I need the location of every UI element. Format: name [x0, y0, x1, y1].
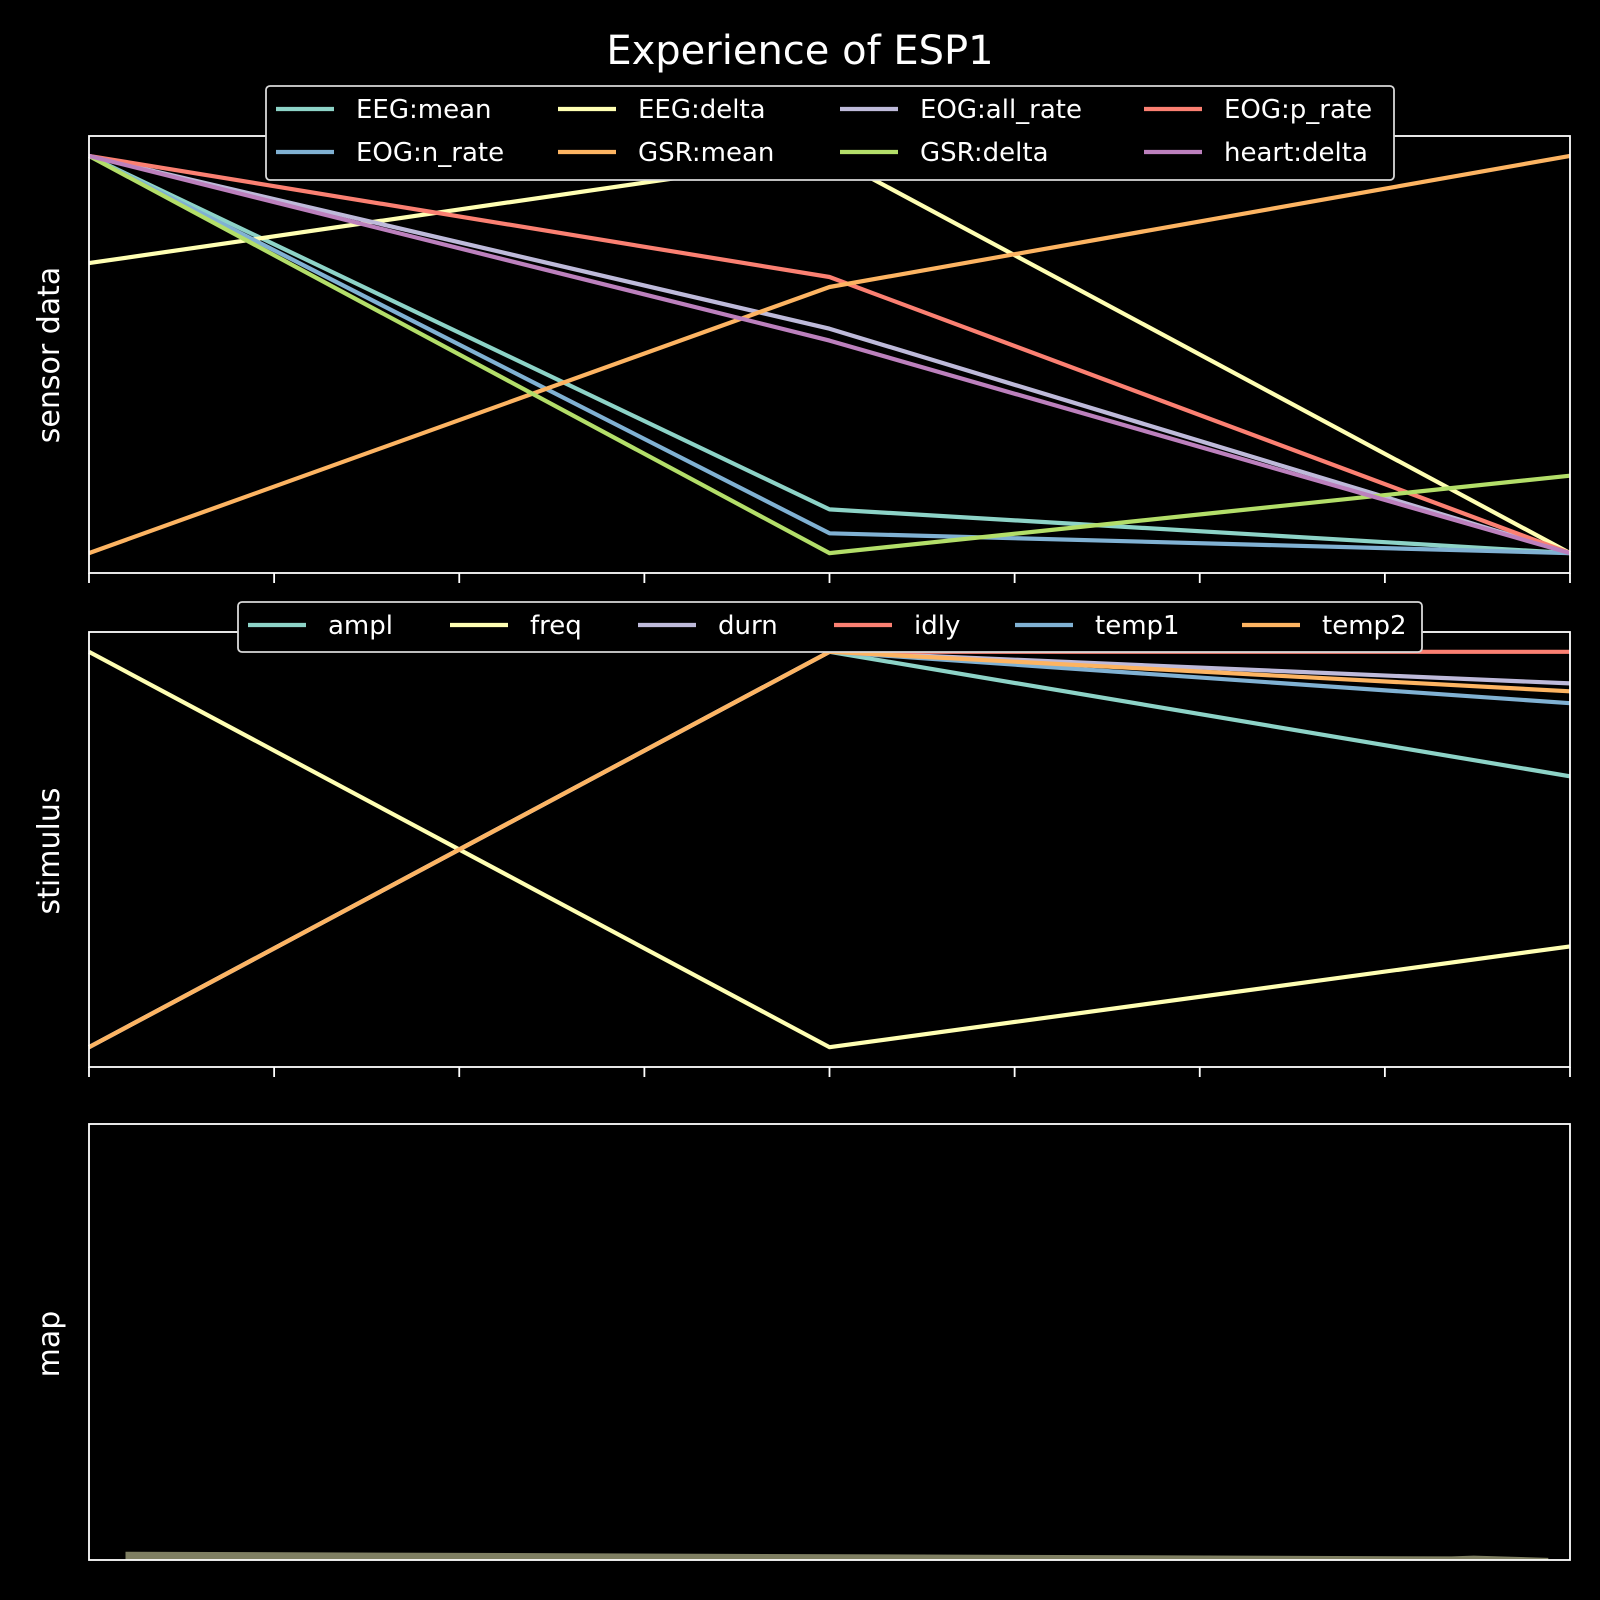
stimulus-x-ticks [88, 1067, 1571, 1077]
sensor-data-legend: EEG:mean EEG:delta EOG:all_rate EOG:p_rate E… [265, 85, 1395, 181]
stimulus-series-freq [88, 649, 1571, 1050]
sensor-data-legend-label-eeg-mean: EEG:mean [356, 95, 492, 125]
sensor-data-series-gsr-mean [88, 153, 1571, 556]
sensor-data-legend-label-eog-all-rate: EOG:all_rate [920, 95, 1082, 125]
stimulus-legend-box [237, 601, 1423, 653]
sensor-data-legend-label-eog-n-rate: EOG:n_rate [356, 138, 504, 168]
sensor-data-panel: sensor data EEG:mean EEG:delta EOG:all_rat… [32, 85, 1571, 583]
sensor-data-series-gsr-delta [88, 154, 1571, 556]
sensor-data-series-eog-all-rate [88, 153, 1571, 556]
sensor-data-legend-box [265, 85, 1395, 181]
sensor-data-legend-label-heart-delta: heart:delta [1224, 138, 1368, 168]
stimulus-legend-label-temp1: temp1 [1095, 611, 1180, 641]
stimulus-legend-label-freq: freq [530, 611, 582, 641]
sensor-data-series-eog-p-rate [88, 153, 1571, 556]
sensor-data-series-eog-n-rate [88, 154, 1571, 556]
sensor-data-legend-label-eog-p-rate: EOG:p_rate [1224, 95, 1372, 125]
sensor-data-series-heart-delta [88, 153, 1571, 556]
stimulus-legend-label-temp2: temp2 [1322, 611, 1407, 641]
sensor-data-series-eeg-mean [88, 154, 1571, 556]
stimulus-legend-label-durn: durn [718, 611, 778, 641]
sensor-data-legend-label-eeg-delta: EEG:delta [638, 95, 766, 125]
sensor-data-series-group [88, 153, 1571, 556]
chart-title: Experience of ESP1 [606, 28, 993, 74]
stimulus-axis-label: stimulus [32, 788, 67, 915]
sensor-data-legend-label-gsr-delta: GSR:delta [920, 138, 1049, 168]
map-axes-frame [88, 1123, 1571, 1561]
map-panel: map [32, 1123, 1571, 1561]
sensor-data-axis-label: sensor data [32, 267, 67, 444]
stimulus-legend-label-idly: idly [914, 611, 960, 641]
stimulus-legend: ampl freq durn idly temp1 temp2 [237, 601, 1423, 653]
sensor-data-legend-label-gsr-mean: GSR:mean [638, 138, 774, 168]
map-axis-label: map [32, 1311, 67, 1378]
sensor-data-x-ticks [88, 573, 1571, 583]
stimulus-panel: stimulus ampl freq durn idly temp1 temp2 [32, 601, 1571, 1077]
stimulus-legend-label-ampl: ampl [328, 611, 393, 641]
